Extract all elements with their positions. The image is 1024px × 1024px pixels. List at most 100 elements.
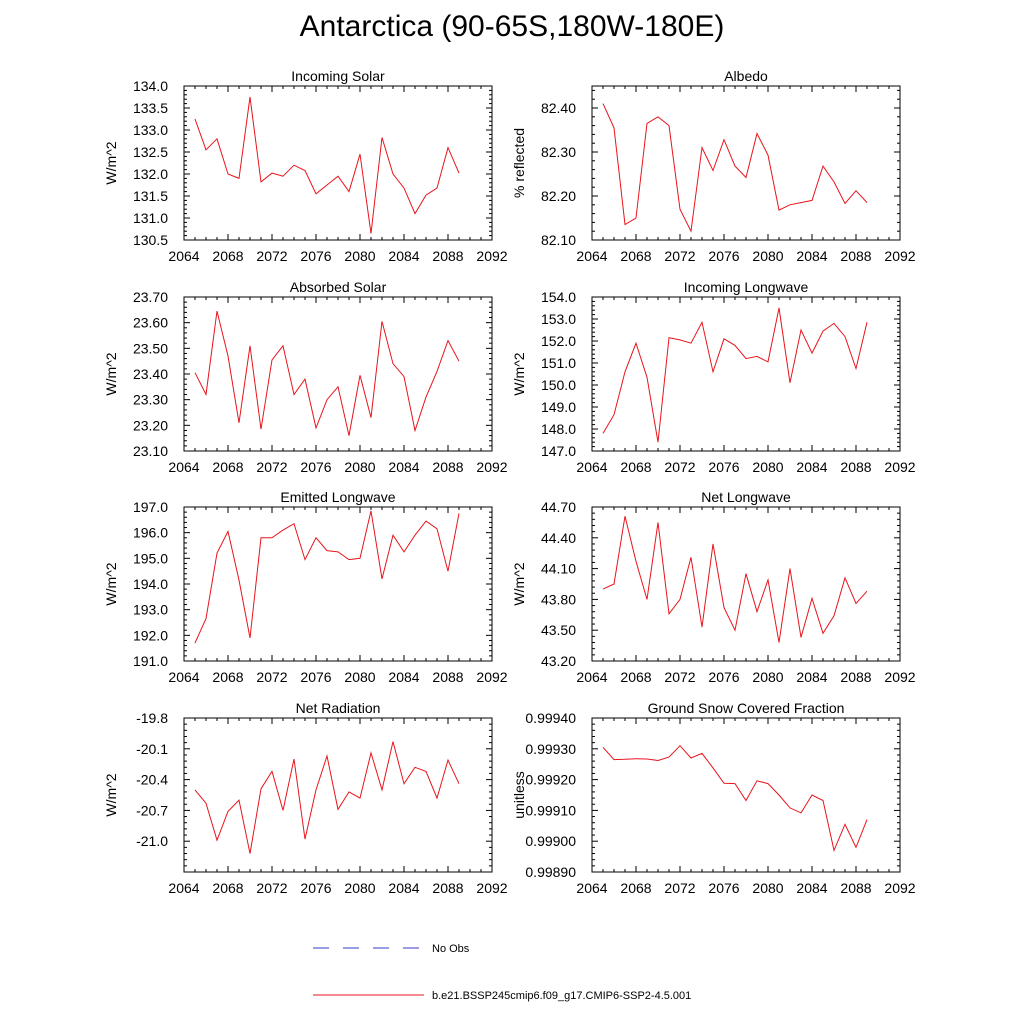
x-tick-label: 2072 [664,248,695,264]
y-axis-label: W/m^2 [103,562,119,605]
x-tick-label: 2084 [388,248,419,264]
panel-7: Ground Snow Covered Fraction 2064 2068 2072… [511,700,916,896]
y-axis-label: W/m^2 [511,562,527,605]
panel-title: Absorbed Solar [290,279,387,295]
y-tick-label: 23.20 [133,417,168,433]
x-tick-label: 2088 [840,248,871,264]
y-tick-label: 132.5 [133,144,168,160]
x-tick-label: 2072 [664,880,695,896]
panel-title: Albedo [724,68,768,84]
x-tick-label: 2088 [432,880,463,896]
y-tick-label: 23.60 [133,315,168,331]
panel-0: Incoming Solar 2064 2068 2072 2076 2080 2084 20… [103,68,508,264]
y-tick-label: 44.70 [541,499,576,515]
x-tick-label: 2068 [212,669,243,685]
y-tick-label: 154.0 [541,289,576,305]
x-tick-label: 2092 [476,880,507,896]
x-tick-label: 2088 [432,669,463,685]
legend-label-no-obs: No Obs [432,943,470,955]
y-tick-label: 0.99900 [525,833,576,849]
y-axis-label: W/m^2 [103,141,119,184]
x-tick-label: 2084 [796,248,827,264]
x-tick-label: 2092 [884,880,915,896]
y-tick-label: 0.99910 [525,802,576,818]
x-tick-label: 2080 [752,248,783,264]
x-tick-label: 2064 [576,459,607,475]
y-tick-label: 82.40 [541,100,576,116]
x-tick-label: 2088 [840,669,871,685]
y-tick-label: 23.70 [133,289,168,305]
y-tick-label: 152.0 [541,333,576,349]
y-tick-label: 82.20 [541,188,576,204]
series-line [194,510,460,644]
x-tick-label: 2092 [476,669,507,685]
x-tick-label: 2068 [620,248,651,264]
y-axis-label: W/m^2 [103,773,119,816]
x-tick-label: 2084 [796,880,827,896]
y-tick-label: 193.0 [133,602,168,618]
series-line [602,103,868,233]
legend: No Obs b.e21.BSSP245cmip6.f09_g17.CMIP6-S… [313,943,691,1002]
x-tick-label: 2064 [576,248,607,264]
y-tick-label: 23.10 [133,443,168,459]
y-tick-label: 134.0 [133,78,168,94]
y-tick-label: 149.0 [541,399,576,415]
y-tick-label: 132.0 [133,166,168,182]
legend-label-model: b.e21.BSSP245cmip6.f09_g17.CMIP6-SSP2-4.… [432,990,691,1002]
x-tick-label: 2092 [884,459,915,475]
y-axis-label: W/m^2 [511,352,527,395]
x-tick-label: 2064 [168,880,199,896]
y-tick-label: 133.5 [133,100,168,116]
series-line [602,307,868,443]
plot-frame [183,717,493,873]
y-tick-label: -19.8 [136,710,168,726]
x-tick-label: 2088 [840,880,871,896]
y-axis-label: W/m^2 [103,352,119,395]
y-tick-label: 43.20 [541,653,576,669]
x-tick-label: 2072 [256,669,287,685]
panel-title: Net Radiation [296,700,381,716]
y-tick-label: 0.99890 [525,864,576,880]
y-tick-label: 131.0 [133,210,168,226]
y-tick-label: 0.99920 [525,772,576,788]
plot-frame [591,717,901,873]
x-tick-label: 2084 [796,459,827,475]
y-tick-label: 133.0 [133,122,168,138]
x-tick-label: 2072 [256,880,287,896]
x-tick-label: 2072 [256,248,287,264]
x-tick-label: 2076 [300,459,331,475]
x-tick-label: 2068 [620,880,651,896]
y-tick-label: -20.7 [136,802,168,818]
y-tick-label: 131.5 [133,188,168,204]
x-tick-label: 2080 [344,880,375,896]
y-tick-label: 147.0 [541,443,576,459]
x-tick-label: 2064 [576,669,607,685]
x-tick-label: 2080 [752,880,783,896]
y-tick-label: 43.50 [541,622,576,638]
plot-frame [183,296,493,452]
y-tick-label: 191.0 [133,653,168,669]
panel-1: Albedo 2064 2068 2072 2076 2080 2084 2088 2092 82… [511,68,916,264]
x-tick-label: 2076 [300,669,331,685]
plot-frame [591,85,901,241]
y-tick-label: 150.0 [541,377,576,393]
y-tick-label: -20.1 [136,741,168,757]
x-tick-label: 2076 [708,248,739,264]
y-tick-label: 23.30 [133,392,168,408]
y-axis-label: unitless [511,771,527,818]
x-tick-label: 2068 [212,248,243,264]
y-tick-label: -21.0 [136,833,168,849]
x-tick-label: 2076 [708,459,739,475]
y-tick-label: 23.40 [133,366,168,382]
x-tick-label: 2092 [884,248,915,264]
y-tick-label: 44.10 [541,561,576,577]
plot-frame [183,85,493,241]
y-axis-label: % reflected [511,128,527,198]
x-tick-label: 2092 [884,669,915,685]
panel-5: Net Longwave 2064 2068 2072 2076 2080 2084 2088… [511,489,916,685]
x-tick-label: 2080 [752,669,783,685]
series-line [194,310,460,436]
x-tick-label: 2064 [168,459,199,475]
y-tick-label: -20.4 [136,772,168,788]
x-tick-label: 2084 [796,669,827,685]
